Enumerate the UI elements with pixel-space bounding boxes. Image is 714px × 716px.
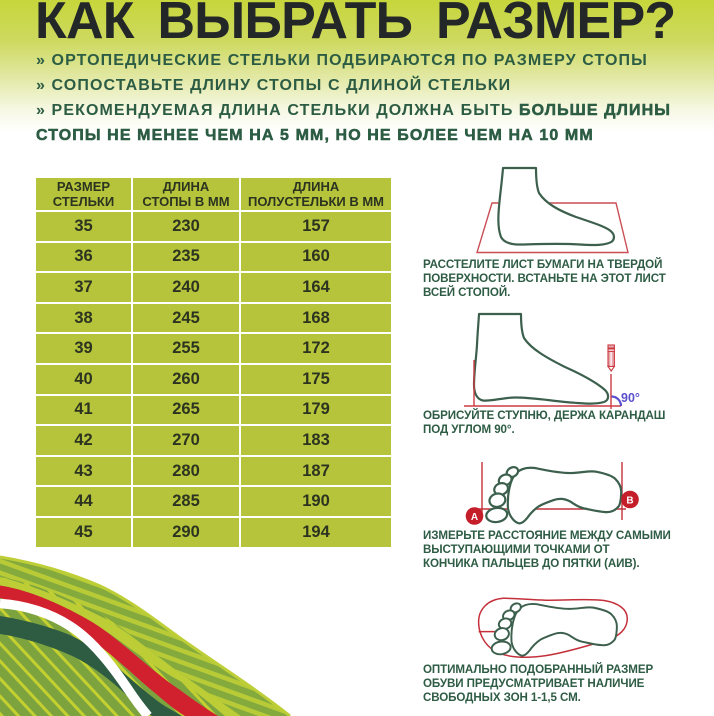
svg-text:90°: 90° xyxy=(621,391,640,405)
svg-text:В: В xyxy=(626,496,633,507)
svg-text:А: А xyxy=(471,512,478,523)
